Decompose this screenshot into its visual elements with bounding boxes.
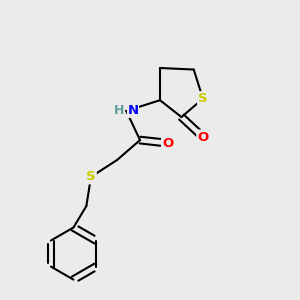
Text: H: H [113,104,124,117]
Text: N: N [128,104,139,117]
Text: S: S [198,92,208,105]
Text: O: O [162,136,173,150]
Text: S: S [86,170,96,183]
Text: O: O [197,130,208,143]
